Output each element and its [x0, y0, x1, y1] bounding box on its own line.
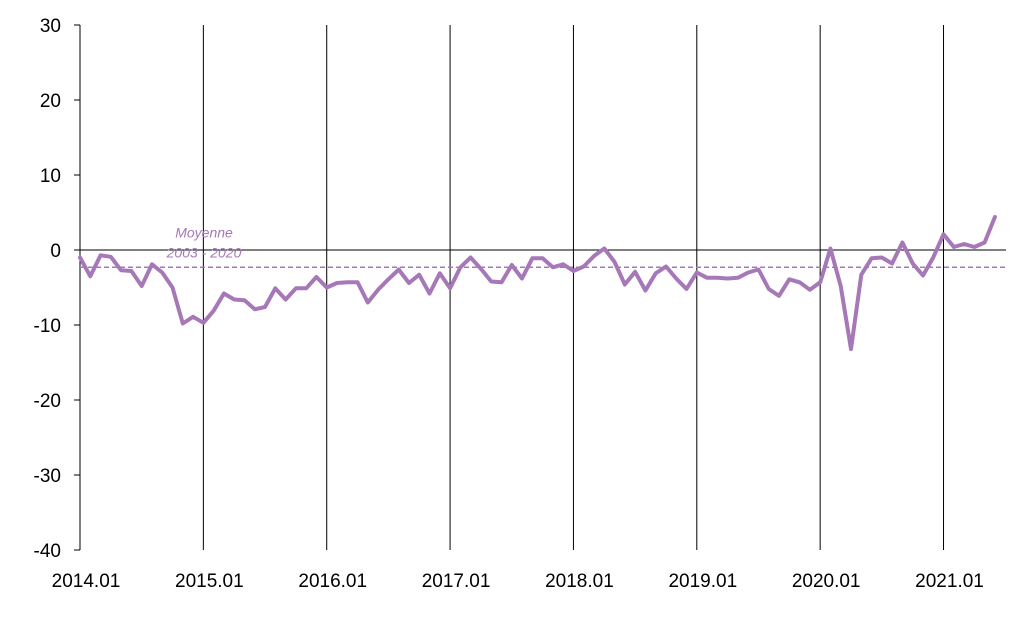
x-tick-label: 2016.01: [298, 571, 367, 592]
x-tick-label: 2019.01: [668, 571, 737, 592]
x-tick-label: 2015.01: [175, 571, 244, 592]
x-tick-label: 2014.01: [52, 571, 121, 592]
average-reference-line: Moyenne 2003 - 2020: [80, 224, 1006, 268]
y-tick-label: -10: [34, 316, 61, 337]
series-lines: [78, 215, 997, 351]
x-tick-label: 2021.01: [915, 571, 984, 592]
y-tick-label: -40: [34, 541, 61, 562]
y-tick-label: 10: [40, 166, 61, 187]
vertical-gridlines: [202, 25, 945, 550]
x-tick-label: 2018.01: [545, 571, 614, 592]
y-tick-label: -30: [34, 466, 61, 487]
average-label-line2: 2003 - 2020: [166, 245, 242, 261]
x-tick-label: 2020.01: [792, 571, 861, 592]
y-tick-labels: 30 20 10 0 -10 -20 -30 -40: [34, 16, 61, 562]
average-label-line1: Moyenne: [175, 224, 233, 240]
axes: [74, 24, 1006, 551]
y-tick-label: 30: [40, 16, 61, 37]
x-tick-label: 2017.01: [422, 571, 491, 592]
x-tick-labels: 2014.01 2015.01 2016.01 2017.01 2018.01 2019.…: [52, 571, 984, 592]
y-tick-label: -20: [34, 391, 61, 412]
series-line-0: [78, 215, 997, 351]
y-tick-label: 0: [50, 241, 61, 262]
y-tick-label: 20: [40, 91, 61, 112]
